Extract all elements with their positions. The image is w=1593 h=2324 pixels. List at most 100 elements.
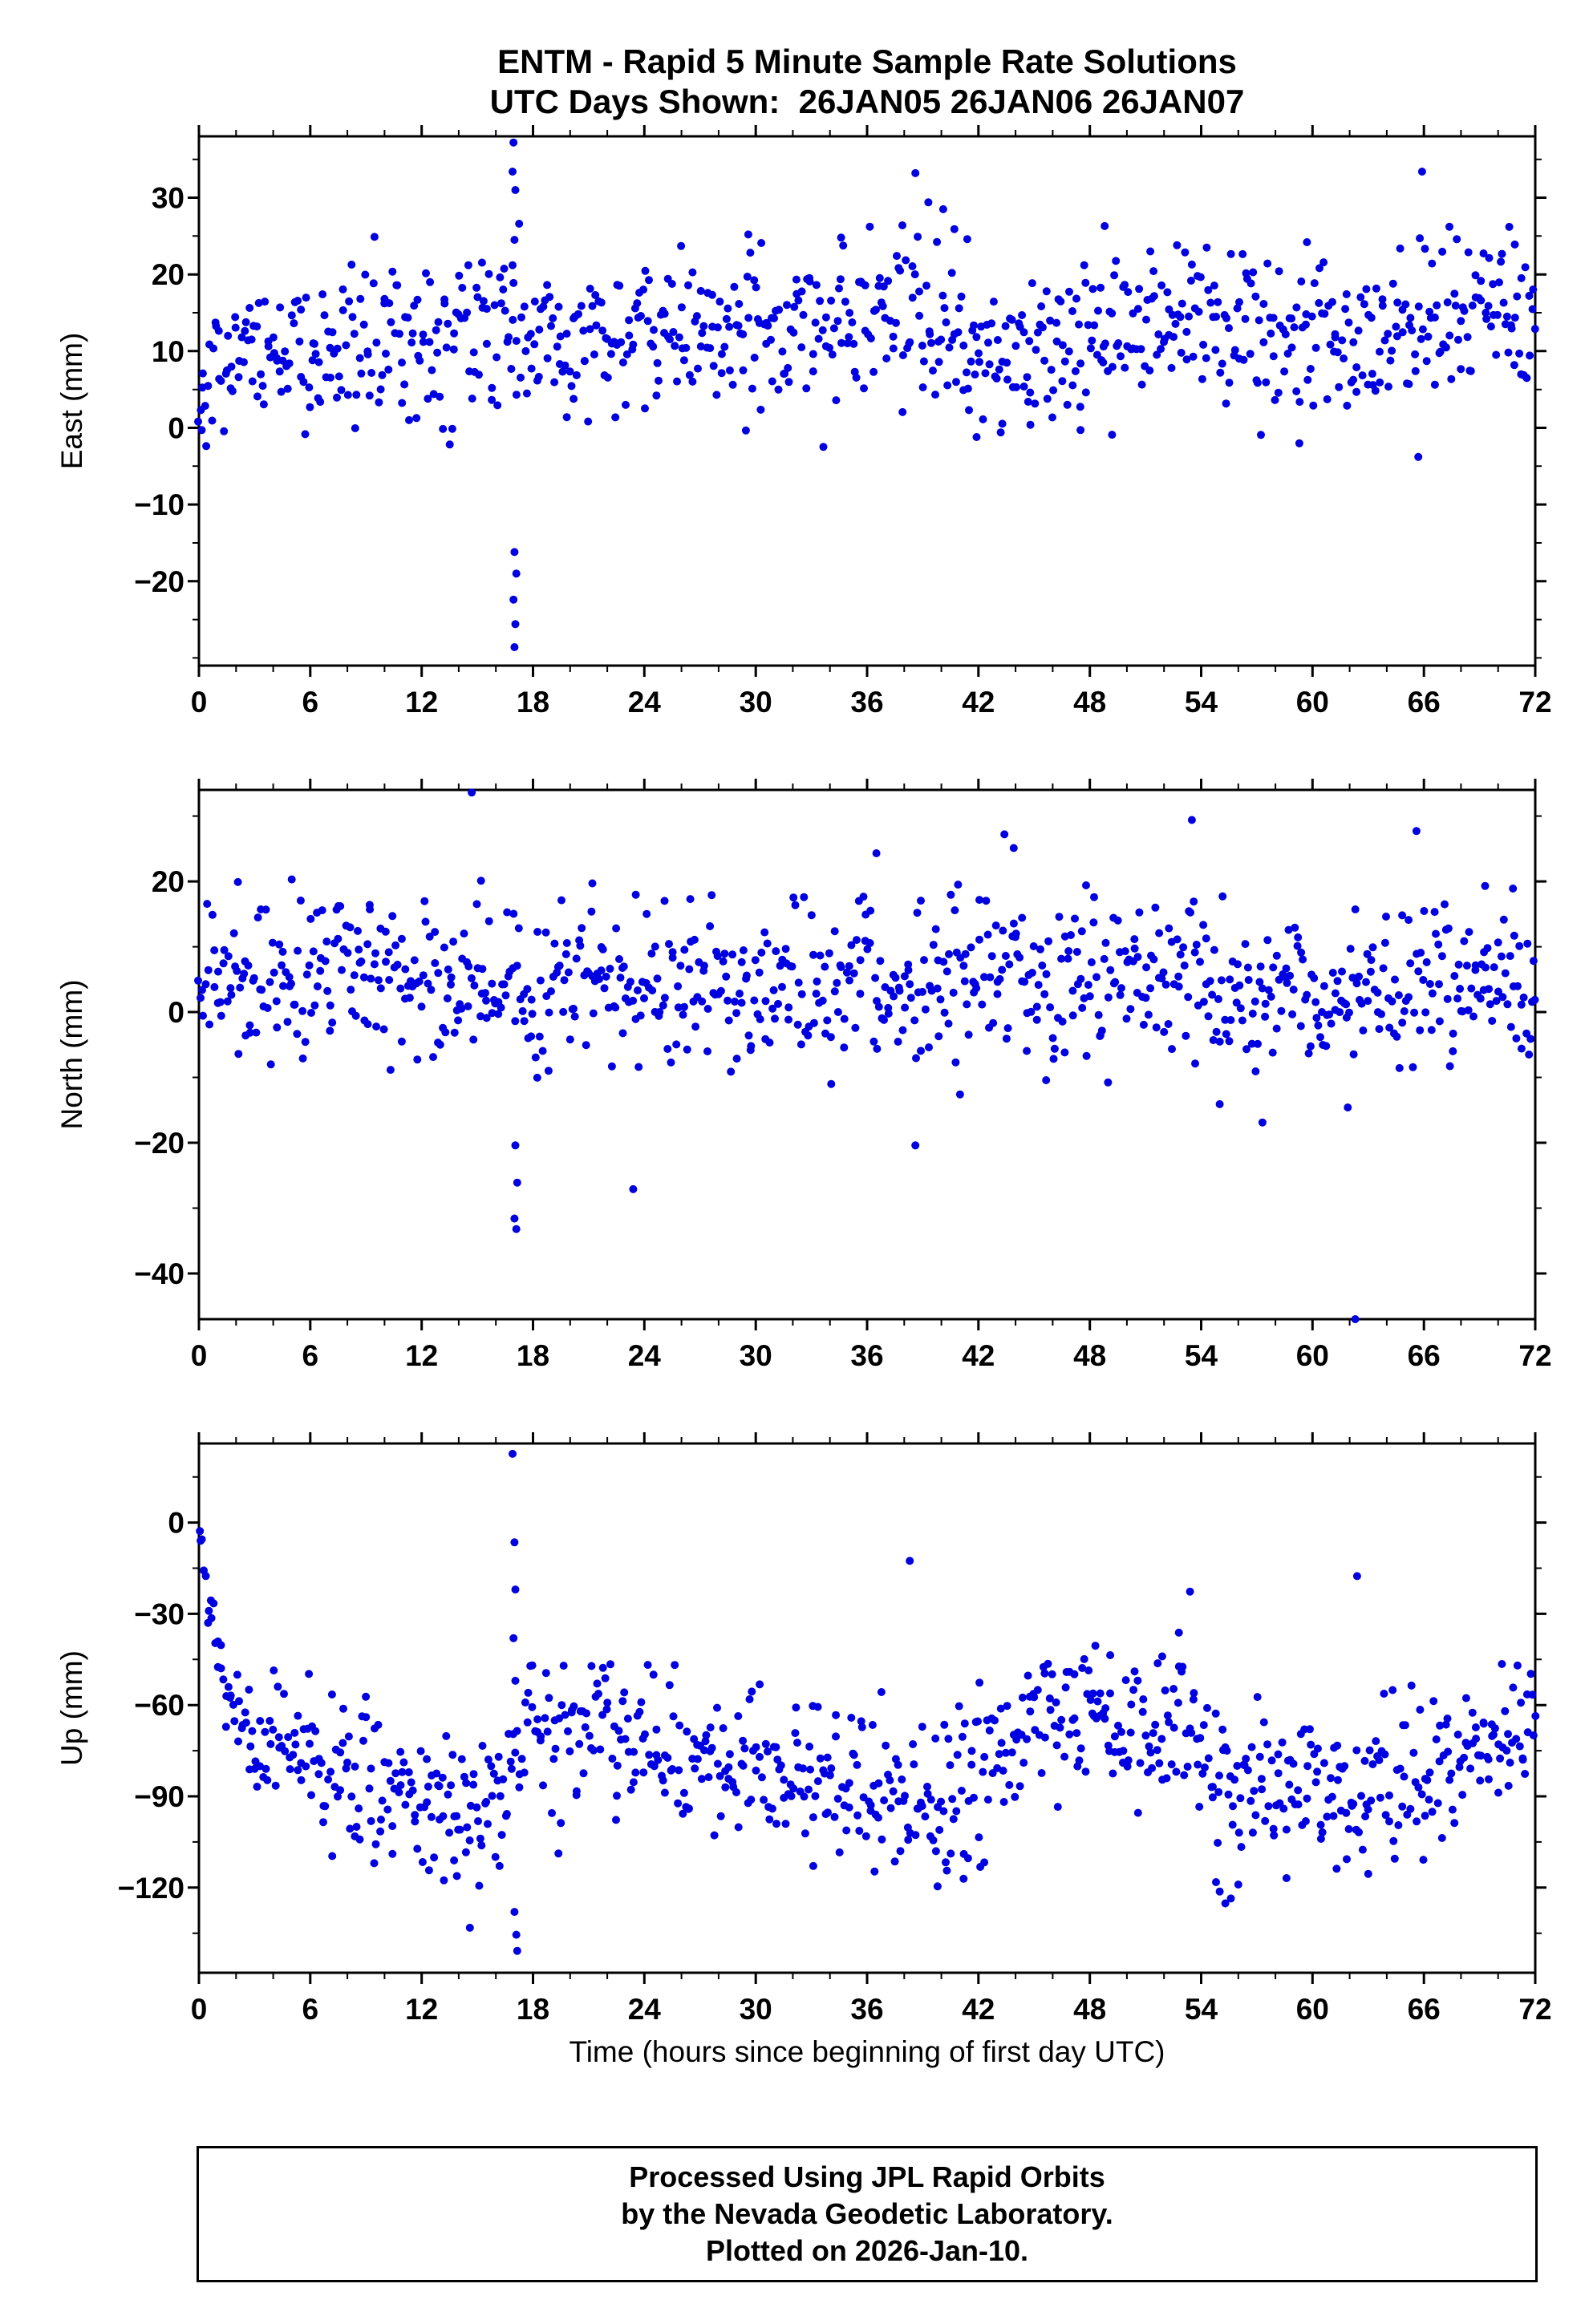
data-point: [1149, 955, 1158, 964]
data-point: [562, 330, 571, 338]
data-point: [298, 1006, 307, 1015]
data-point: [809, 950, 817, 959]
data-point: [469, 1035, 478, 1044]
data-point: [768, 377, 776, 386]
data-point: [1367, 314, 1376, 322]
data-point: [1226, 1016, 1235, 1024]
data-point: [1005, 960, 1014, 969]
data-point: [649, 1670, 658, 1679]
data-point: [673, 377, 681, 386]
data-point: [550, 939, 559, 948]
data-point: [865, 939, 874, 947]
data-point: [694, 364, 702, 373]
data-point: [685, 1804, 693, 1813]
data-point: [1289, 986, 1298, 994]
data-point: [1142, 963, 1151, 972]
data-point: [1012, 383, 1020, 391]
data-point: [322, 937, 331, 946]
data-point: [1110, 1732, 1119, 1741]
data-point: [590, 1746, 598, 1755]
data-point: [269, 1725, 278, 1734]
data-point: [318, 290, 327, 298]
data-point: [588, 302, 597, 310]
data-point: [1359, 1026, 1368, 1034]
data-point: [466, 1801, 475, 1810]
data-point: [411, 1811, 420, 1820]
data-point: [1067, 931, 1075, 939]
data-point: [450, 1028, 459, 1037]
data-point: [497, 1831, 506, 1840]
x-tick-label: 6: [302, 1993, 319, 2026]
data-point: [509, 278, 518, 287]
data-point: [1416, 234, 1425, 243]
data-point: [1464, 248, 1473, 257]
data-point: [270, 968, 278, 977]
data-point: [1405, 916, 1413, 925]
data-point: [305, 383, 314, 392]
data-point: [391, 941, 400, 949]
data-point: [1504, 1781, 1513, 1790]
data-point: [1376, 1793, 1384, 1802]
data-point: [1486, 322, 1495, 331]
data-point: [1044, 1659, 1052, 1668]
data-point: [799, 310, 808, 319]
data-point: [1222, 1747, 1231, 1755]
data-point: [1165, 1718, 1173, 1727]
x-tick-label: 12: [405, 686, 438, 719]
data-point: [1490, 1724, 1499, 1733]
data-point: [478, 965, 487, 974]
data-point: [1453, 235, 1461, 244]
footer-line-1: Processed Using JPL Rapid Orbits: [629, 2160, 1105, 2193]
data-point: [579, 1769, 588, 1778]
data-point: [196, 1527, 205, 1536]
x-tick-label: 60: [1296, 1993, 1329, 2026]
data-point: [1199, 921, 1208, 929]
data-point: [1323, 395, 1332, 403]
data-point: [797, 287, 806, 296]
data-point: [949, 988, 958, 997]
data-point: [1155, 929, 1164, 937]
data-point: [482, 305, 491, 314]
data-point: [494, 1010, 503, 1018]
plot-frame: [197, 135, 1537, 667]
data-point: [1445, 1775, 1454, 1784]
data-point: [1020, 978, 1029, 986]
data-point: [880, 1796, 889, 1804]
data-point: [1196, 273, 1205, 281]
data-point: [793, 1739, 801, 1747]
data-point: [813, 977, 821, 986]
data-point: [1482, 314, 1491, 323]
data-point: [1513, 1661, 1522, 1670]
data-point: [429, 390, 438, 399]
data-point: [509, 595, 518, 604]
data-point: [1187, 816, 1196, 824]
data-point: [1117, 1727, 1125, 1736]
data-point: [1176, 313, 1185, 322]
data-point: [533, 928, 542, 936]
data-point: [1267, 1756, 1276, 1765]
data-point: [1414, 302, 1423, 311]
data-point: [444, 319, 452, 328]
data-point: [1046, 1706, 1055, 1715]
data-point: [1263, 1740, 1272, 1749]
data-point: [622, 400, 630, 409]
data-point: [946, 1761, 955, 1770]
data-point: [345, 297, 354, 306]
data-point: [521, 1698, 529, 1707]
data-point: [584, 417, 593, 426]
data-point: [1386, 356, 1395, 365]
data-point: [1488, 1017, 1497, 1025]
data-point: [805, 1785, 813, 1794]
data-point: [1096, 283, 1105, 292]
data-point: [1184, 993, 1193, 1002]
data-point: [800, 1792, 809, 1801]
data-point: [1033, 328, 1042, 337]
data-point: [462, 1779, 471, 1788]
data-point: [809, 1018, 818, 1027]
data-point: [1244, 976, 1253, 984]
data-point: [418, 1858, 427, 1866]
data-point: [272, 997, 281, 1006]
data-point: [1042, 287, 1051, 296]
data-point: [734, 322, 743, 330]
data-point: [367, 974, 375, 983]
